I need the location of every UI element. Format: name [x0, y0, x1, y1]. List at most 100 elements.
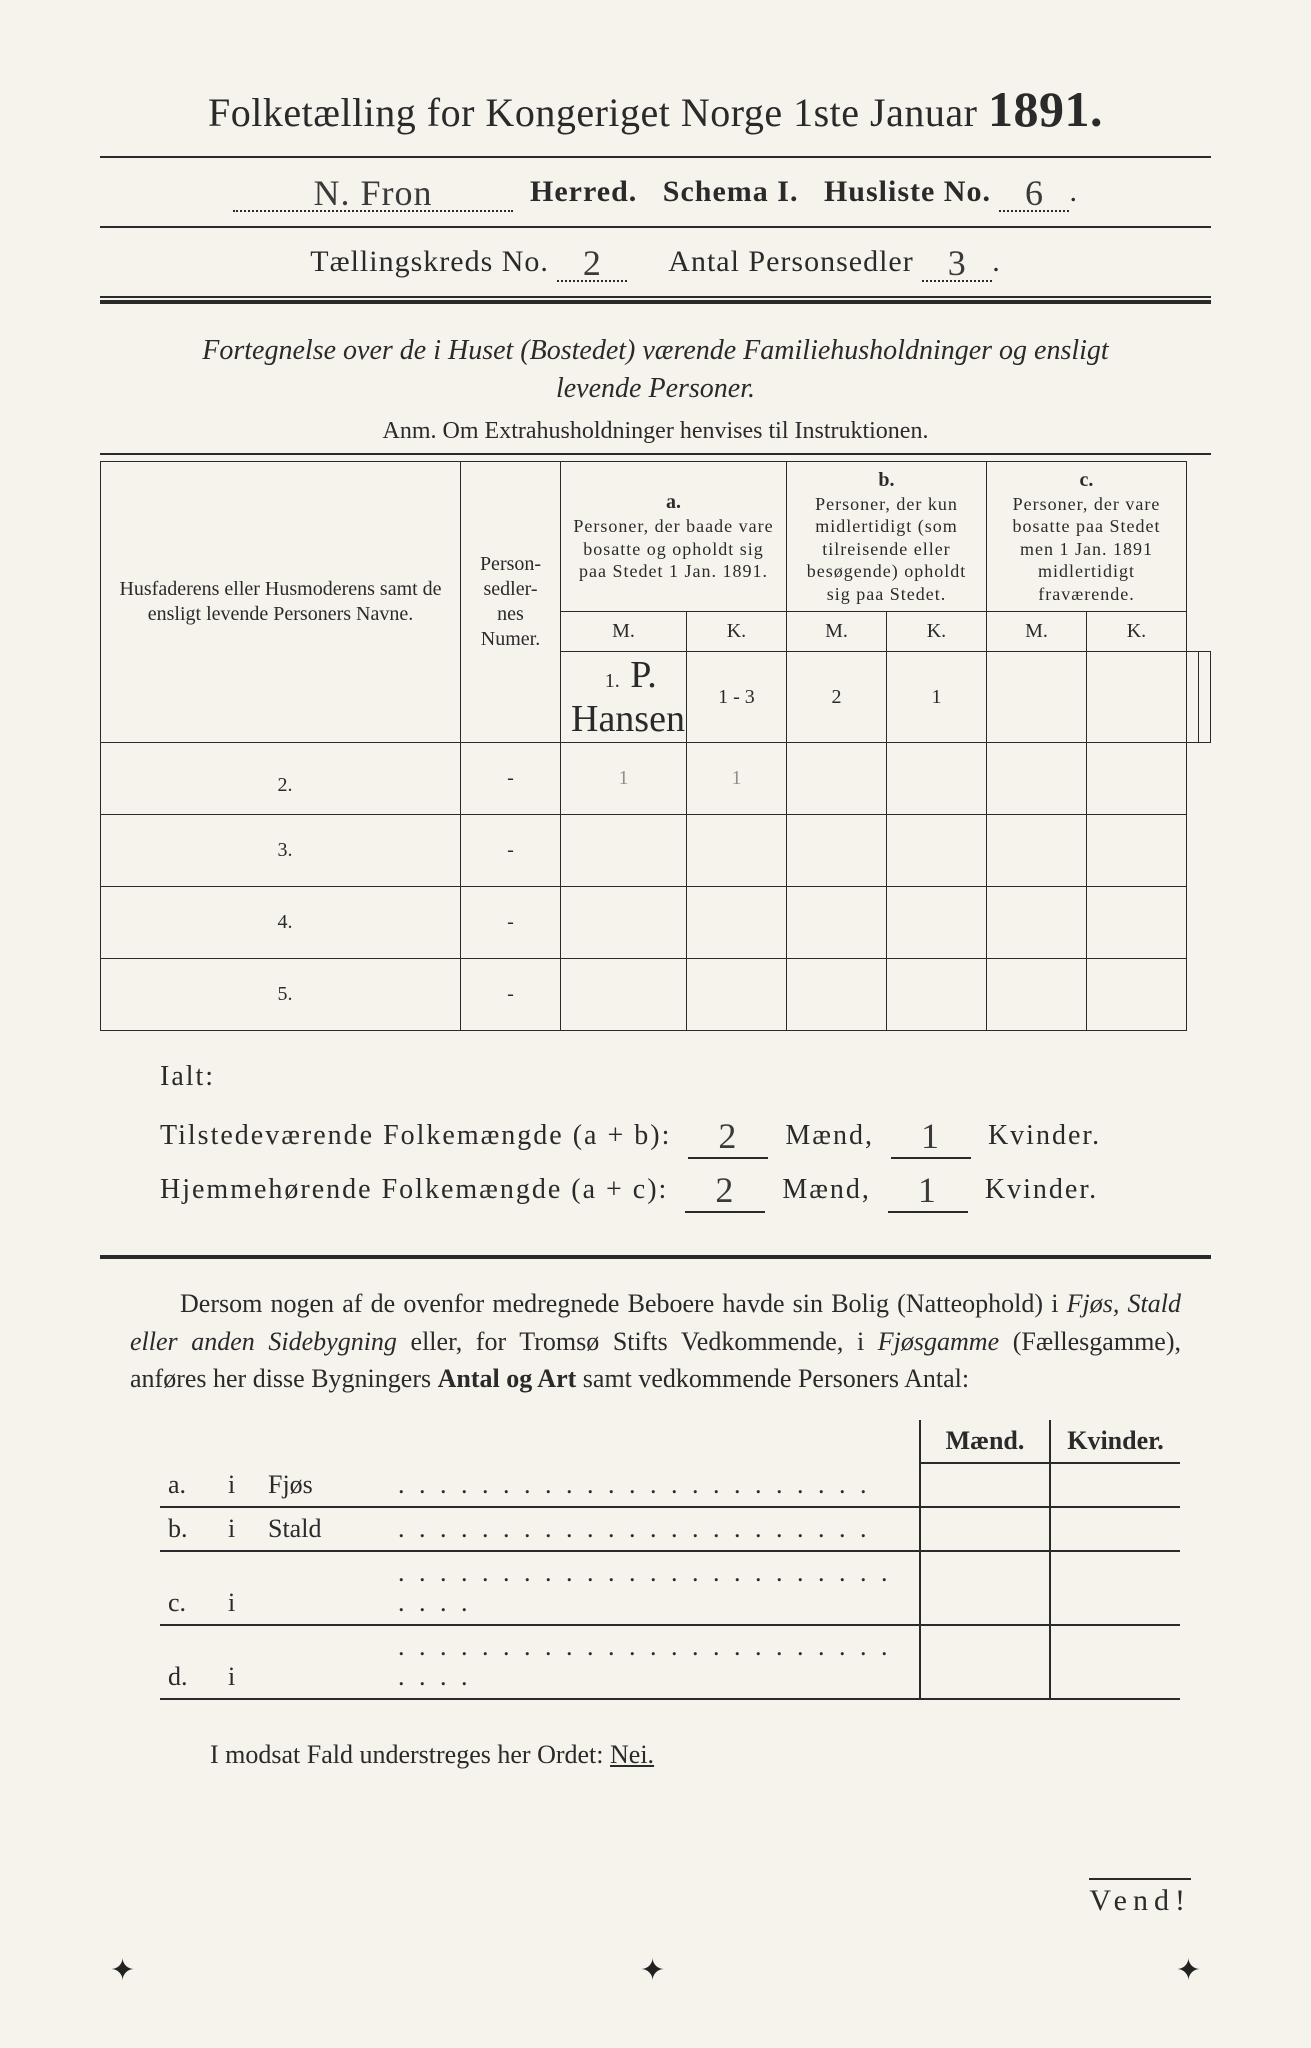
cell-num: - — [461, 887, 561, 959]
side-name-stald: Stald — [260, 1507, 390, 1551]
double-rule — [100, 296, 1211, 304]
side-head-k: Kvinder. — [1050, 1420, 1180, 1463]
cell-c-k — [1198, 652, 1210, 743]
col-num-header: Person- sedler- nes Numer. — [461, 461, 561, 743]
cell-b-m — [786, 743, 886, 815]
cell-b-k — [886, 743, 986, 815]
nei-prefix: I modsat Fald understreges her Ordet: — [210, 1740, 604, 1769]
cell-b-k — [1086, 652, 1186, 743]
totals-line2-k: 1 — [888, 1169, 968, 1213]
grp-b-text: Personer, der kun midlertidigt (som tilr… — [793, 493, 980, 606]
totals-block: Ialt: Tilstedeværende Folkemængde (a + b… — [160, 1061, 1181, 1209]
side-label-d: d. — [160, 1625, 220, 1699]
cell-num: - — [461, 815, 561, 887]
pin-mark-icon: ✦ — [1176, 1953, 1201, 1988]
kvinder-label: Kvinder. — [988, 1120, 1101, 1151]
rule — [100, 453, 1211, 455]
nei-word: Nei. — [610, 1740, 654, 1769]
side-label-b: b. — [160, 1507, 220, 1551]
table-header-row: Husfaderens eller Husmoderens samt de en… — [101, 461, 1211, 612]
cell-b-k — [886, 959, 986, 1031]
side-row: a. i Fjøs . . . . . . . . . . . . . . . … — [160, 1463, 1180, 1507]
side-k — [1050, 1625, 1180, 1699]
col-num-header-text: Person- sedler- nes Numer. — [480, 553, 541, 650]
cell-a-m — [561, 815, 687, 887]
cell-name: 2. — [101, 743, 461, 815]
rule-thick — [100, 1255, 1211, 1259]
cell-c-m — [986, 887, 1086, 959]
personsedler-value: 3 — [948, 243, 967, 283]
cell-a-m: 1 — [561, 743, 687, 815]
side-dots: . . . . . . . . . . . . . . . . . . . . … — [390, 1551, 920, 1625]
row-num: 3. — [272, 839, 298, 862]
side-m — [920, 1463, 1050, 1507]
page-title: Folketælling for Kongeriget Norge 1ste J… — [100, 80, 1211, 138]
cell-c-m — [986, 959, 1086, 1031]
personsedler-label: Antal Personsedler — [668, 245, 913, 278]
description: Fortegnelse over de i Huset (Bostedet) v… — [160, 332, 1151, 408]
kreds-field: 2 — [557, 238, 627, 282]
col-name-header-text: Husfaderens eller Husmoderens samt de en… — [119, 578, 441, 625]
mk-a-k: K. — [686, 612, 786, 652]
cell-num: 1 - 3 — [686, 652, 786, 743]
title-text: Folketælling for Kongeriget Norge 1ste J… — [208, 90, 977, 135]
grp-c-text: Personer, der vare bosatte paa Stedet me… — [993, 493, 1180, 606]
cell-a-m: 2 — [786, 652, 886, 743]
mk-c-k: K. — [1086, 612, 1186, 652]
kreds-value: 2 — [583, 243, 602, 283]
cell-a-k — [686, 887, 786, 959]
census-form-page: Folketælling for Kongeriget Norge 1ste J… — [0, 0, 1311, 2048]
row-num: 2. — [272, 774, 298, 797]
side-row: d. i . . . . . . . . . . . . . . . . . .… — [160, 1625, 1180, 1699]
header-line-2: Tællingskreds No. 2 Antal Personsedler 3… — [100, 238, 1211, 282]
cell-name: 5. — [101, 959, 461, 1031]
husliste-label: Husliste No. — [824, 175, 991, 208]
kreds-label: Tællingskreds No. — [310, 245, 549, 278]
grp-a-text: Personer, der baade vare bosatte og opho… — [567, 515, 780, 583]
cell-a-k: 1 — [886, 652, 986, 743]
husliste-value: 6 — [1025, 173, 1044, 213]
side-i: i — [220, 1507, 260, 1551]
grp-a-label: a. — [567, 490, 780, 515]
side-dots: . . . . . . . . . . . . . . . . . . . . … — [390, 1507, 920, 1551]
mk-b-m: M. — [786, 612, 886, 652]
cell-a-m — [561, 959, 687, 1031]
col-b-header: b. Personer, der kun midlertidigt (som t… — [786, 461, 986, 612]
cell-a-k — [686, 959, 786, 1031]
personsedler-field: 3 — [922, 238, 992, 282]
cell-c-k — [1086, 743, 1186, 815]
cell-b-m — [986, 652, 1086, 743]
side-building-paragraph: Dersom nogen af de ovenfor medregnede Be… — [130, 1285, 1181, 1398]
side-m — [920, 1551, 1050, 1625]
cell-c-k — [1086, 815, 1186, 887]
side-dots: . . . . . . . . . . . . . . . . . . . . … — [390, 1625, 920, 1699]
row-name: P. Hansen — [571, 654, 685, 740]
totals-line1-k: 1 — [891, 1115, 971, 1159]
nei-line: I modsat Fald understreges her Ordet: Ne… — [210, 1740, 1211, 1770]
totals-line-1: Tilstedeværende Folkemængde (a + b): 2 M… — [160, 1111, 1181, 1155]
side-name-blank — [260, 1625, 390, 1699]
side-k — [1050, 1463, 1180, 1507]
col-a-header: a. Personer, der baade vare bosatte og o… — [561, 461, 787, 612]
side-buildings-table: Mænd. Kvinder. a. i Fjøs . . . . . . . .… — [160, 1420, 1180, 1700]
maend-label: Mænd, — [782, 1174, 871, 1205]
husliste-field: 6 — [999, 168, 1069, 212]
side-dots: . . . . . . . . . . . . . . . . . . . . … — [390, 1463, 920, 1507]
side-header-row: Mænd. Kvinder. — [160, 1420, 1180, 1463]
cell-b-m — [786, 815, 886, 887]
side-name-blank — [260, 1551, 390, 1625]
side-m — [920, 1625, 1050, 1699]
side-name-fjos: Fjøs — [260, 1463, 390, 1507]
side-row: b. i Stald . . . . . . . . . . . . . . .… — [160, 1507, 1180, 1551]
kvinder-label: Kvinder. — [985, 1174, 1098, 1205]
mk-c-m: M. — [986, 612, 1086, 652]
anm-note: Anm. Om Extrahusholdninger henvises til … — [100, 418, 1211, 445]
totals-line-2: Hjemmehørende Folkemængde (a + c): 2 Mæn… — [160, 1165, 1181, 1209]
cell-a-k: 1 — [686, 743, 786, 815]
herred-label: Herred. — [530, 175, 637, 208]
table-row: 2. - 1 1 — [101, 743, 1211, 815]
row-num: 1. — [599, 670, 625, 693]
side-k — [1050, 1507, 1180, 1551]
cell-a-m — [561, 887, 687, 959]
table-row: 5. - — [101, 959, 1211, 1031]
